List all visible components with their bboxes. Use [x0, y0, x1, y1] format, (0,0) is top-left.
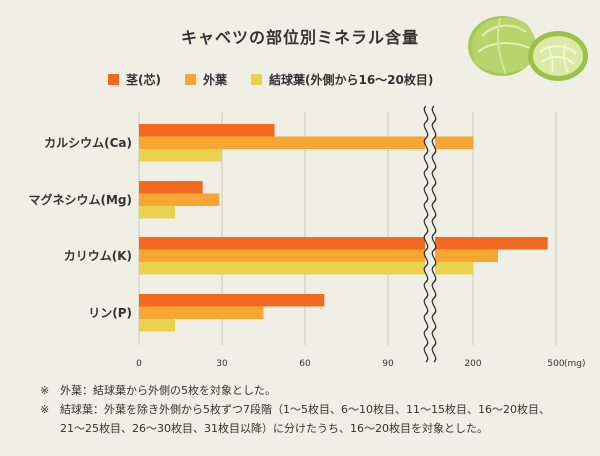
footnote-line: 外葉：結球葉から外側の5枚を対象とした。: [60, 384, 276, 397]
category-label: カルシウム(Ca): [44, 136, 132, 150]
x-tick-label: 0: [136, 359, 142, 369]
cabbage-icon: [460, 6, 600, 90]
legend-label: 結球葉(外側から16〜20枚目): [269, 73, 434, 87]
footnote: ※ 外葉：結球葉から外側の5枚を対象とした。: [40, 381, 600, 400]
bar: [139, 306, 264, 319]
x-tick-label: 90: [382, 359, 394, 369]
legend-swatch: [251, 74, 262, 85]
bar: [139, 237, 548, 250]
footnote-text: 外葉：結球葉から外側の5枚を対象とした。: [60, 381, 276, 400]
legend: 茎(芯) 外葉 結球葉(外側から16〜20枚目): [108, 71, 457, 88]
category-label: マグネシウム(Mg): [28, 192, 132, 207]
legend-item: 外葉: [184, 71, 227, 88]
legend-label: 茎(芯): [126, 73, 161, 87]
chart-title: キャベツの部位別ミネラル含量: [180, 28, 419, 47]
x-tick-label: 30: [216, 359, 228, 369]
bar: [139, 294, 325, 307]
legend-swatch: [108, 74, 119, 85]
legend-swatch: [184, 74, 196, 85]
bar: [139, 193, 220, 206]
footnote-text: 結球葉：外葉を除き外側から5枚ずつ7段階（1〜5枚目、6〜10枚目、11〜15枚…: [60, 400, 550, 438]
footnote-line: 結球葉：外葉を除き外側から5枚ずつ7段階（1〜5枚目、6〜10枚目、11〜15枚…: [60, 403, 550, 416]
bar: [139, 136, 474, 149]
axis-break-band: [425, 106, 435, 347]
bar: [139, 149, 222, 162]
footnote-mark: ※: [40, 384, 50, 397]
footnote-line: 21〜25枚目、26〜30枚目、31枚目以降）に分けたうち、16〜20枚目を対象…: [60, 422, 488, 435]
legend-item: 結球葉(外側から16〜20枚目): [251, 71, 433, 88]
bar: [139, 124, 275, 137]
footnotes: ※ 外葉：結球葉から外側の5枚を対象とした。 ※ 結球葉：外葉を除き外側から5枚ずつ7…: [40, 381, 600, 438]
x-axis-unit: (mg): [564, 359, 586, 369]
x-tick-label: 500: [547, 359, 564, 369]
bar: [139, 181, 203, 194]
footnote-mark: ※: [40, 403, 50, 416]
legend-item: 茎(芯): [108, 71, 161, 88]
bar: [139, 249, 498, 262]
category-label: カリウム(K): [64, 249, 132, 263]
x-tick-label: 60: [299, 359, 311, 369]
legend-label: 外葉: [202, 73, 227, 87]
bar-chart: カルシウム(Ca) マグネシウム(Mg) カリウム(K) リン(P) 0 30 60 90 20…: [28, 105, 586, 369]
category-label: リン(P): [88, 306, 132, 320]
axis-break-line: [423, 105, 429, 363]
bar: [139, 319, 175, 332]
footnote: ※ 結球葉：外葉を除き外側から5枚ずつ7段階（1〜5枚目、6〜10枚目、11〜15…: [40, 400, 600, 438]
bar: [139, 206, 175, 219]
axis-break-line: [431, 105, 437, 363]
x-tick-label: 200: [464, 359, 481, 369]
bar: [139, 262, 474, 275]
